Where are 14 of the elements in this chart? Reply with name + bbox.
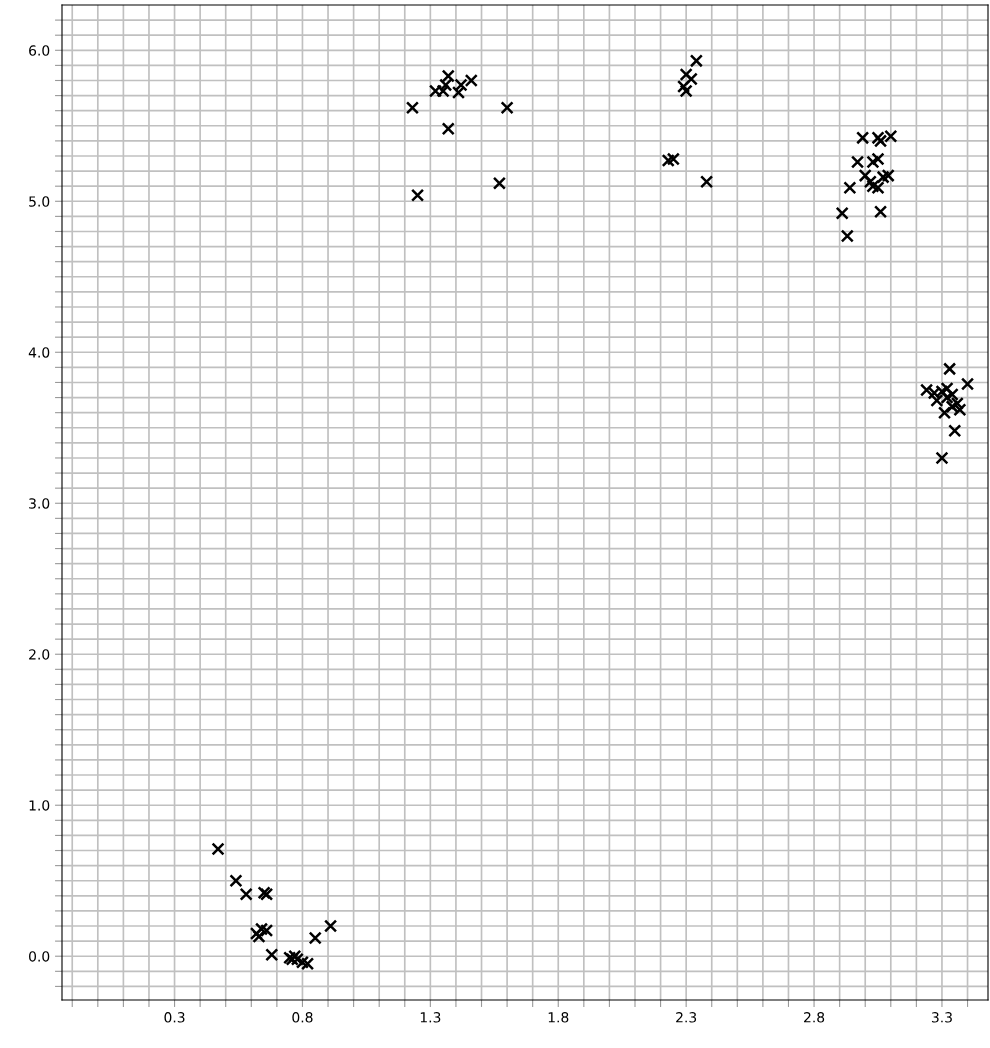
x-tick-label: 0.8	[292, 1012, 313, 1023]
y-tick-label: 5.0	[29, 196, 50, 207]
y-tick-label: 4.0	[28, 347, 50, 358]
x-tick-label: 0.3	[164, 1012, 185, 1023]
y-tick-label: 2.0	[29, 649, 50, 660]
x-tick-label: 1.8	[548, 1012, 569, 1023]
y-tick-label: 0.0	[29, 951, 50, 962]
y-tick-label: 6.0	[29, 45, 50, 56]
x-tick-label: 3.3	[931, 1012, 952, 1023]
y-tick-label: 1.0	[29, 800, 50, 811]
x-tick-label: 2.8	[804, 1012, 825, 1023]
x-tick-label: 1.3	[420, 1012, 441, 1023]
y-tick-label: 3.0	[29, 498, 50, 509]
x-tick-label: 2.3	[676, 1012, 697, 1023]
